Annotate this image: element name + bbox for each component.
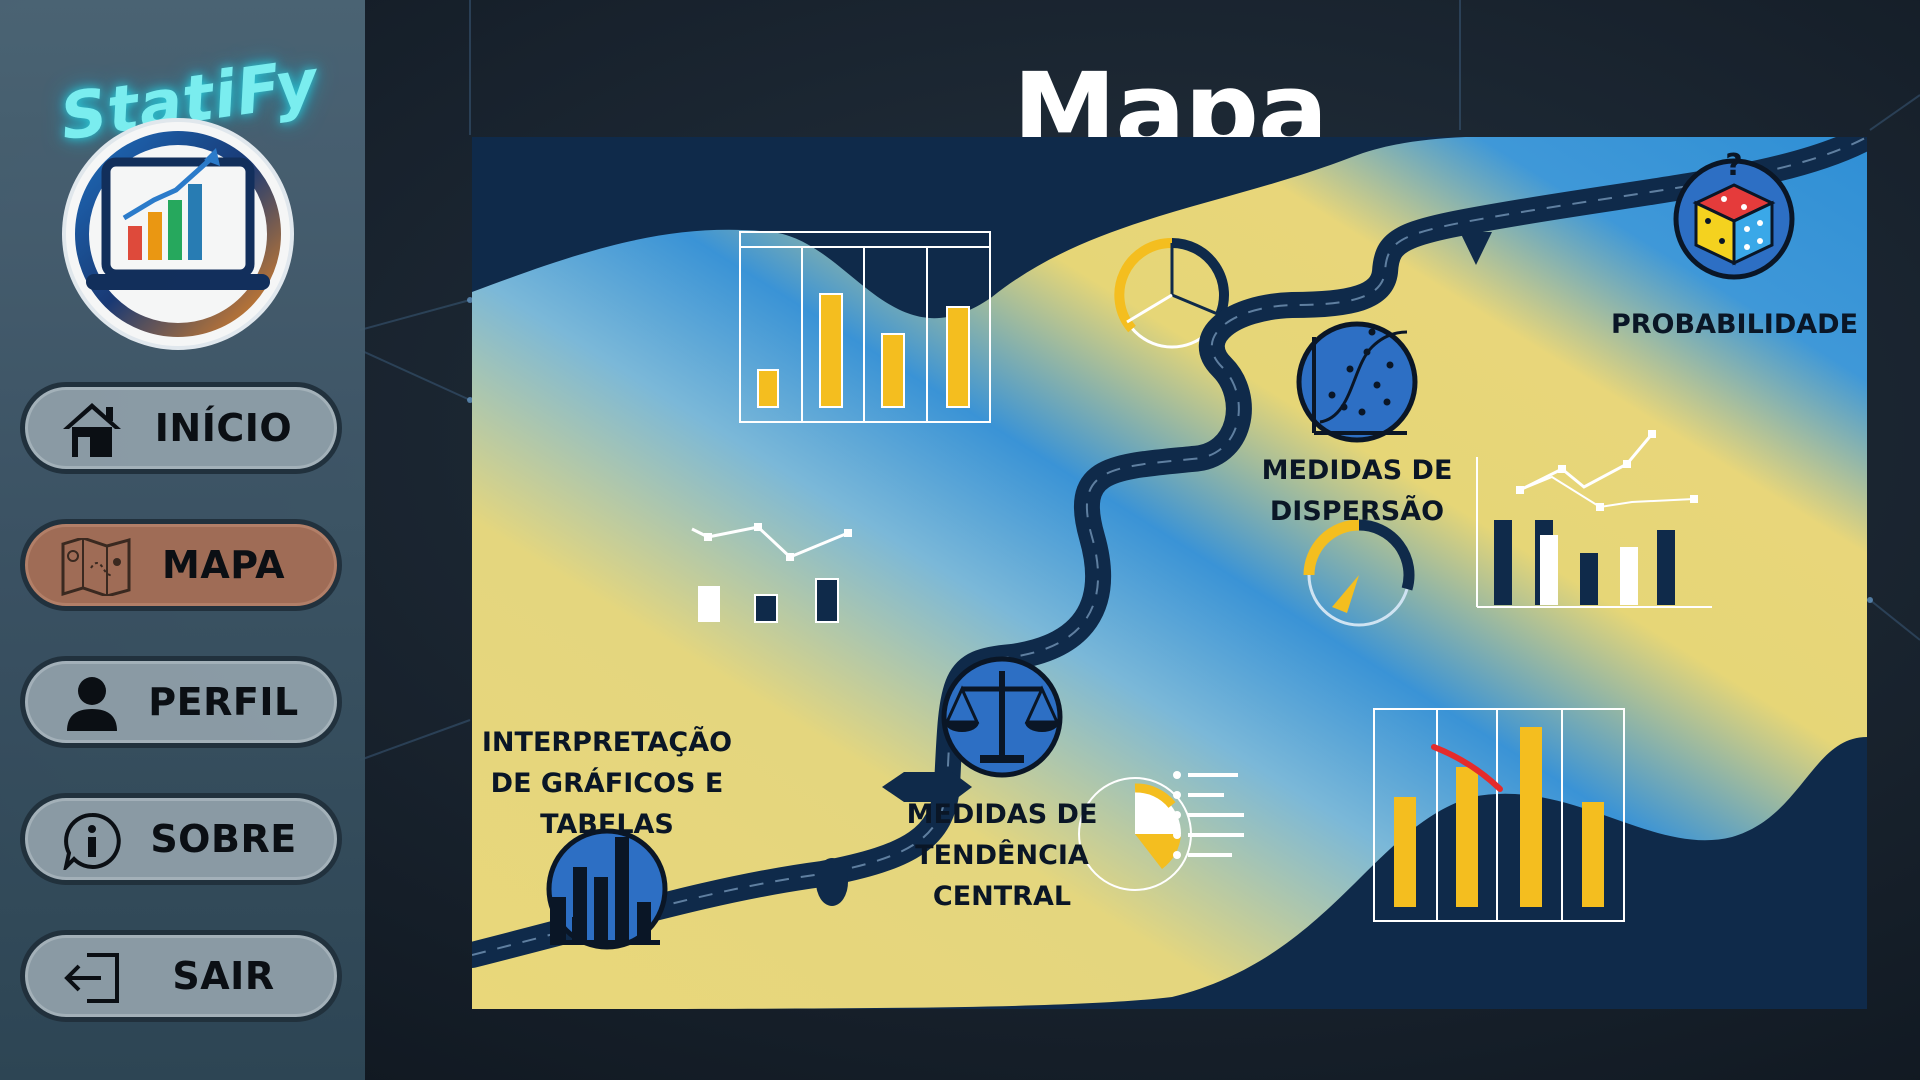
decor-combo-chart	[1476, 430, 1712, 608]
map-icon	[61, 536, 131, 598]
decor-pie-list	[1078, 771, 1244, 891]
nav-button-mapa[interactable]: MAPA	[20, 519, 342, 611]
nav-button-inicio[interactable]: INÍCIO	[20, 382, 342, 474]
learning-map: ? INTERPRETAÇÃO DE GRÁFICOS E TABELAS ME…	[472, 137, 1867, 1009]
map-illustration: ?	[472, 137, 1867, 1009]
decor-bar-chart	[739, 231, 991, 423]
nav-label: INÍCIO	[154, 406, 293, 450]
decor-donut-chart	[1114, 237, 1229, 349]
nav-label: SAIR	[172, 954, 275, 998]
dice-icon: ?	[1673, 148, 1795, 280]
logout-icon	[61, 949, 123, 1007]
home-icon	[61, 401, 123, 459]
svg-text:?: ?	[1725, 148, 1742, 183]
logo	[66, 122, 290, 346]
scale-icon	[941, 656, 1063, 778]
user-icon	[61, 675, 123, 733]
nav-button-sobre[interactable]: SOBRE	[20, 793, 342, 885]
map-node-dispersao[interactable]: MEDIDAS DE DISPERSÃO	[1261, 455, 1453, 527]
map-node-tendencia[interactable]: MEDIDAS DE TENDÊNCIA CENTRAL	[906, 799, 1098, 912]
nav-label: MAPA	[162, 543, 285, 587]
sidebar: StatiFy	[0, 0, 365, 1080]
decor-line-chart	[691, 523, 852, 623]
decor-grid-bar-chart	[1373, 708, 1625, 922]
nav-button-sair[interactable]: SAIR	[20, 930, 342, 1022]
map-node-probabilidade[interactable]: PROBABILIDADE	[1610, 309, 1859, 340]
info-icon	[61, 812, 123, 874]
map-node-graficos[interactable]: INTERPRETAÇÃO DE GRÁFICOS E TABELAS	[481, 727, 733, 840]
scatter-plot-icon	[1296, 321, 1418, 443]
brand: StatiFy	[50, 30, 323, 350]
nav-label: SOBRE	[150, 817, 297, 861]
learning-path	[472, 137, 1867, 968]
bar-chart-icon	[546, 828, 668, 950]
nav-label: PERFIL	[148, 680, 299, 724]
decor-ring-chart	[1303, 519, 1415, 627]
logo-laptop-chart-icon	[75, 131, 281, 337]
nav-button-perfil[interactable]: PERFIL	[20, 656, 342, 748]
